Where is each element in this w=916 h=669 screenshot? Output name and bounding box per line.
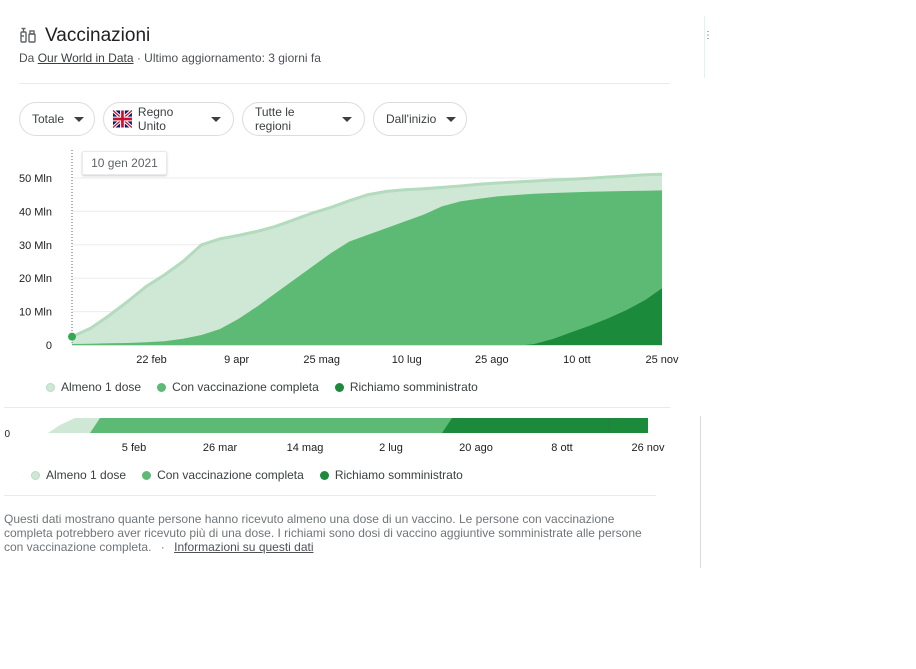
x-tick-label: 9 apr [224, 354, 249, 366]
source-prefix: Da [19, 51, 35, 65]
syringe-vaccine-icon [20, 27, 36, 43]
legend-item[interactable]: Con vaccinazione completa [157, 380, 319, 394]
area-booster [72, 288, 662, 345]
secondary-chart-legend: Almeno 1 dose Con vaccinazione completa … [31, 468, 479, 482]
mini-area-booster [442, 418, 648, 433]
series-line-at-least-one-dose [71, 172, 663, 339]
legend-dot-icon [157, 382, 167, 392]
x-tick-label: 20 ago [459, 442, 493, 454]
y-tick-label: 0 [4, 429, 10, 440]
y-tick-label: 10 Mln [19, 307, 52, 319]
tooltip-date: 10 gen 2021 [91, 156, 158, 170]
area-fully-vaccinated [72, 190, 662, 345]
legend-dot-icon [31, 470, 40, 480]
source-line: Da Our World in Data · Ultimo aggiorname… [19, 51, 321, 65]
y-tick-label: 30 Mln [19, 240, 52, 252]
filter-label: Regno Unito [137, 105, 174, 133]
chart-tooltip: 10 gen 2021 [82, 151, 167, 175]
footer-divider [4, 495, 656, 496]
legend-item[interactable]: Almeno 1 dose [46, 380, 141, 394]
chart-legend: Almeno 1 dose Con vaccinazione completa … [46, 380, 494, 394]
x-tick-label: 25 nov [645, 354, 679, 366]
dropdown-arrow-icon [74, 116, 85, 122]
more-options-icon[interactable]: ⋮ [703, 30, 713, 41]
legend-label: Con vaccinazione completa [157, 468, 304, 482]
x-tick-label: 10 ott [563, 354, 591, 366]
legend-dot-icon [334, 382, 344, 392]
legend-dot-icon [142, 470, 152, 480]
x-tick-label: 14 mag [287, 442, 324, 454]
y-tick-label: 0 [46, 340, 52, 352]
legend-item[interactable]: Con vaccinazione completa [142, 468, 304, 482]
header: Vaccinazioni [19, 24, 150, 48]
page-title: Vaccinazioni [45, 25, 151, 46]
legend-label: Almeno 1 dose [61, 380, 142, 394]
dropdown-arrow-icon [446, 116, 457, 122]
source-link[interactable]: Our World in Data [37, 51, 134, 65]
legend-label: Con vaccinazione completa [172, 380, 319, 394]
x-tick-label: 10 lug [392, 354, 422, 366]
filter-period-chip[interactable]: Dall'inizio [373, 102, 467, 136]
uk-flag-icon [113, 110, 132, 128]
about-data-link[interactable]: Informazioni su questi dati [174, 540, 314, 554]
hover-point [68, 332, 76, 341]
x-tick-label: 5 feb [122, 442, 146, 454]
y-tick-label: 40 Mln [19, 206, 52, 218]
header-divider [19, 83, 670, 84]
legend-item[interactable]: Richiamo somministrato [334, 380, 478, 394]
filter-regions-chip[interactable]: Tutte le regioni [242, 102, 365, 136]
dropdown-arrow-icon [342, 116, 352, 122]
filter-label: Totale [32, 112, 65, 126]
x-tick-label: 25 mag [303, 354, 340, 366]
legend-dot-icon [46, 382, 55, 392]
y-tick-label: 50 Mln [19, 173, 52, 185]
last-updated: · Ultimo aggiornamento: 3 giorni fa [136, 51, 321, 65]
legend-label: Richiamo somministrato [349, 380, 478, 394]
filter-label: Dall'inizio [386, 112, 437, 126]
chart-divider [4, 407, 670, 408]
dropdown-arrow-icon [211, 116, 221, 122]
legend-item[interactable]: Almeno 1 dose [31, 468, 126, 482]
y-tick-label: 20 Mln [19, 273, 52, 285]
separator: · [160, 540, 165, 554]
chart-description: Questi dati mostrano quante persone hann… [4, 512, 654, 554]
secondary-area-chart: 0 5 feb 26 mar 14 mag 2 lug 20 ago 8 ott 26 nov [4, 418, 665, 454]
x-tick-label: 8 ott [551, 442, 572, 454]
filter-label: Tutte le regioni [255, 105, 295, 133]
legend-label: Almeno 1 dose [46, 468, 127, 482]
vaccination-area-chart[interactable]: 0 10 Mln 20 Mln 30 Mln 40 Mln 50 Mln 22 feb 9 a… [0, 140, 700, 380]
legend-dot-icon [319, 470, 329, 480]
filter-country-chip[interactable]: Regno Unito [103, 102, 234, 136]
panel-border [700, 416, 701, 568]
panel-edge [704, 16, 705, 78]
x-tick-label: 25 ago [475, 354, 509, 366]
legend-label: Richiamo somministrato [334, 468, 463, 482]
x-tick-label: 26 mar [203, 442, 238, 454]
x-tick-label: 2 lug [379, 442, 403, 454]
legend-item[interactable]: Richiamo somministrato [319, 468, 463, 482]
filter-totale-chip[interactable]: Totale [19, 102, 95, 136]
x-tick-label: 26 nov [631, 442, 665, 454]
x-tick-label: 22 feb [136, 354, 167, 366]
description-text: Questi dati mostrano quante persone hann… [4, 512, 642, 554]
